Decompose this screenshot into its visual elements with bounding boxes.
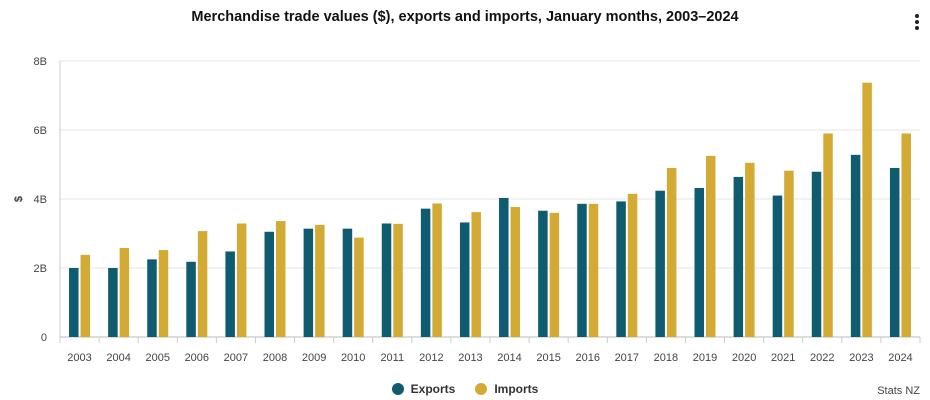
x-tick-label: 2021 <box>771 352 795 364</box>
bar-imports <box>315 224 325 337</box>
bar-exports <box>499 197 509 337</box>
menu-dot <box>915 14 919 18</box>
bar-imports <box>80 254 91 337</box>
x-tick-label: 2013 <box>458 352 482 364</box>
bar-imports <box>588 203 599 337</box>
x-tick-label: 2012 <box>419 352 443 364</box>
x-tick-label: 2009 <box>302 352 326 364</box>
bar-exports <box>616 201 626 337</box>
x-axis-ticks: 2003 2004 2005 2006 2007 2008 2009 2010 2011 2012… <box>59 337 921 364</box>
bar-imports <box>119 247 130 337</box>
menu-dot <box>915 26 919 30</box>
legend-label: Imports <box>494 382 539 396</box>
bar-exports <box>381 223 392 337</box>
x-tick-label: 2024 <box>888 352 912 364</box>
bar-imports <box>354 237 364 337</box>
x-tick-label: 2017 <box>615 352 639 364</box>
bar-exports <box>459 222 470 337</box>
bar-exports <box>108 268 118 337</box>
x-tick-label: 2008 <box>263 352 287 364</box>
x-tick-label: 2019 <box>693 352 717 364</box>
y-axis-ticks: 0 2B 4B 6B 8B <box>34 56 47 344</box>
bar-exports <box>850 154 861 337</box>
legend-swatch <box>391 383 404 395</box>
x-tick-label: 2023 <box>849 352 873 364</box>
bar-imports <box>823 133 833 337</box>
bar-imports <box>862 82 872 337</box>
bar-imports <box>901 133 911 337</box>
bar-imports <box>197 231 208 337</box>
bar-imports <box>784 170 794 337</box>
legend-swatch <box>475 383 488 395</box>
x-tick-label: 2018 <box>654 352 678 364</box>
bars <box>69 82 911 337</box>
bar-exports <box>694 187 704 337</box>
y-tick-label: 4B <box>34 194 47 206</box>
bar-exports <box>772 195 783 337</box>
y-tick-label: 6B <box>34 125 47 137</box>
bar-imports <box>236 223 247 337</box>
bar-imports <box>471 212 481 337</box>
x-tick-label: 2005 <box>145 352 169 364</box>
bar-imports <box>745 162 755 337</box>
bar-chart: 0 2B 4B 6B 8B $ 2003 2004 2005 2006 2007 2008 2009… <box>13 56 921 364</box>
legend-label: Exports <box>410 382 456 396</box>
bar-exports <box>69 268 79 337</box>
kebab-menu-icon[interactable] <box>907 12 927 32</box>
bar-imports <box>706 155 716 337</box>
y-axis-label: $ <box>13 196 25 202</box>
x-tick-label: 2011 <box>380 352 404 364</box>
bar-exports <box>342 228 353 337</box>
bar-exports <box>420 208 431 337</box>
bar-exports <box>889 167 900 337</box>
x-tick-label: 2015 <box>536 352 560 364</box>
legend: Exports Imports <box>0 382 930 398</box>
bar-exports <box>811 171 822 337</box>
legend-item-exports[interactable]: Exports <box>391 382 456 396</box>
bar-imports <box>627 193 638 337</box>
bar-imports <box>666 167 677 337</box>
bar-exports <box>577 203 587 337</box>
bar-exports <box>733 176 744 337</box>
x-tick-label: 2004 <box>106 352 130 364</box>
x-tick-label: 2007 <box>224 352 248 364</box>
bar-exports <box>303 228 314 337</box>
bar-exports <box>186 261 196 337</box>
credit-text: Stats NZ <box>877 385 920 397</box>
bar-exports <box>264 231 274 337</box>
y-tick-label: 2B <box>34 263 47 275</box>
x-tick-label: 2006 <box>185 352 209 364</box>
chart-title: Merchandise trade values ($), exports an… <box>191 9 739 25</box>
menu-dot <box>915 20 919 24</box>
x-tick-label: 2010 <box>341 352 365 364</box>
bar-imports <box>510 206 521 337</box>
x-tick-label: 2020 <box>732 352 756 364</box>
legend-item-imports[interactable]: Imports <box>475 382 538 396</box>
bar-exports <box>655 190 665 337</box>
bar-imports <box>549 212 560 337</box>
bar-exports <box>147 259 157 337</box>
x-tick-label: 2022 <box>810 352 834 364</box>
x-tick-label: 2003 <box>67 352 91 364</box>
bar-imports <box>276 221 286 337</box>
y-tick-label: 0 <box>41 332 47 344</box>
bar-imports <box>158 250 169 337</box>
x-tick-label: 2016 <box>575 352 599 364</box>
bar-imports <box>393 223 403 337</box>
y-tick-label: 8B <box>34 56 47 68</box>
bar-imports <box>432 203 442 337</box>
bar-exports <box>225 251 235 337</box>
bar-exports <box>538 210 548 337</box>
x-tick-label: 2014 <box>497 352 521 364</box>
